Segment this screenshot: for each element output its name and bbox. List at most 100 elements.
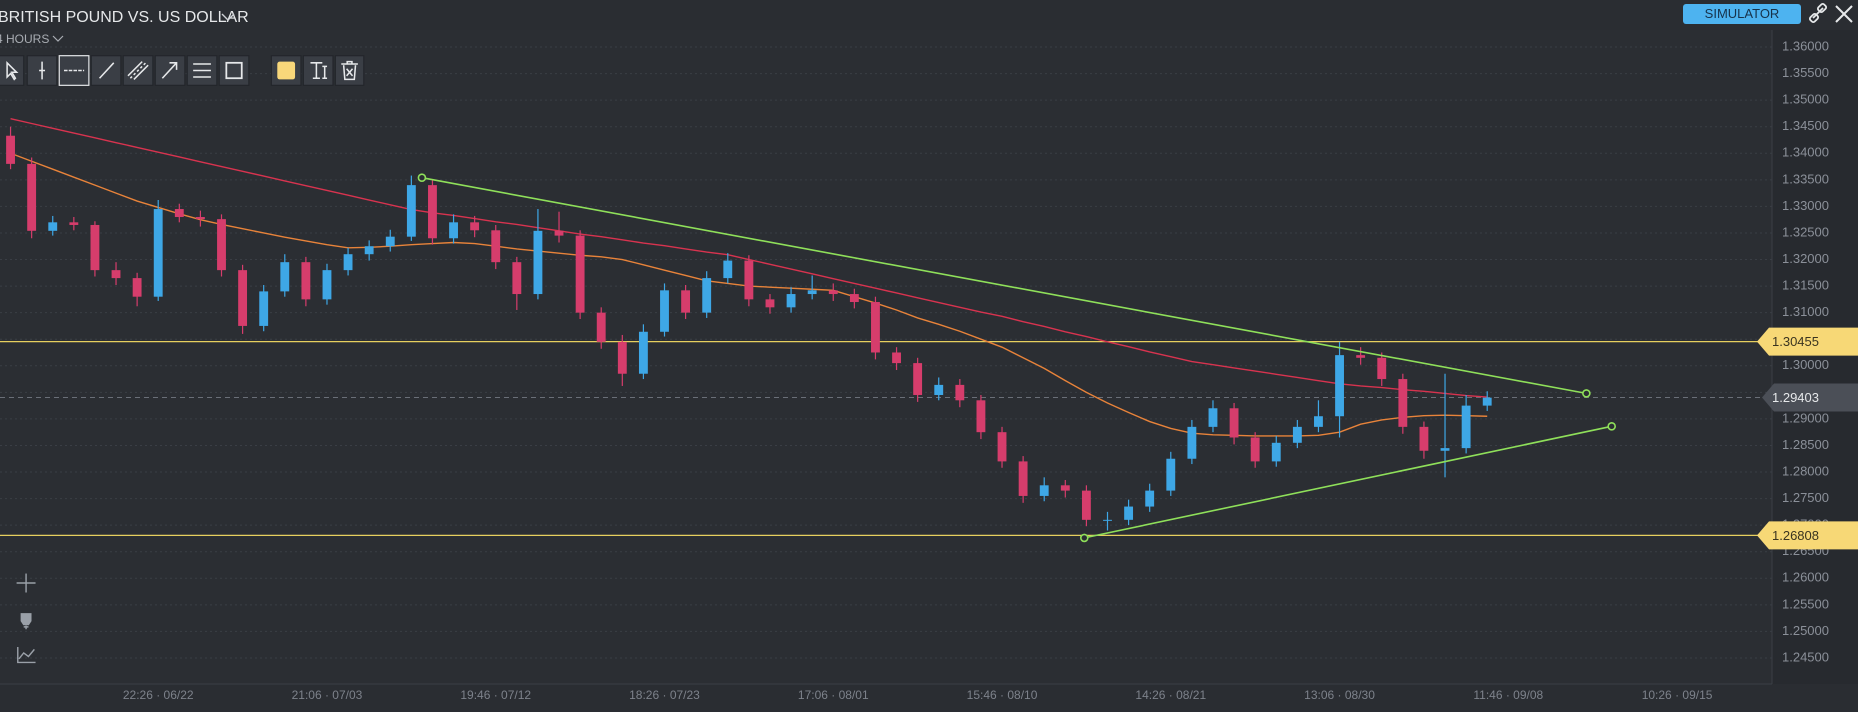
trend-line-tool[interactable] bbox=[90, 55, 122, 86]
candle-body bbox=[765, 299, 775, 308]
candle-body bbox=[364, 246, 374, 255]
candle-body bbox=[238, 270, 248, 326]
x-tick-label: 22:26 · 06/22 bbox=[123, 688, 194, 702]
channel-tool[interactable] bbox=[122, 55, 154, 86]
candle-body bbox=[259, 291, 269, 326]
pointer-tool[interactable] bbox=[0, 55, 25, 86]
candle-body bbox=[322, 270, 332, 300]
y-tick-label: 1.28000 bbox=[1782, 463, 1829, 478]
grid-layer bbox=[0, 46, 1772, 659]
candle-body bbox=[1060, 485, 1070, 491]
title-dropdown[interactable] bbox=[221, 13, 235, 21]
candle-body bbox=[27, 163, 37, 231]
candle-body bbox=[1166, 458, 1176, 491]
candle-body bbox=[871, 302, 880, 353]
trend-line-handle bbox=[417, 173, 427, 182]
x-tick-label: 17:06 · 08/01 bbox=[798, 688, 869, 702]
arrow-tool[interactable] bbox=[154, 55, 186, 86]
horizontal-line-tool[interactable] bbox=[58, 55, 90, 86]
candle-body bbox=[195, 217, 205, 220]
candle-body bbox=[1271, 442, 1281, 462]
candle-body bbox=[892, 352, 901, 364]
y-tick-label: 1.25500 bbox=[1782, 596, 1829, 611]
fibonacci-tool[interactable] bbox=[186, 55, 218, 86]
candle-body bbox=[48, 222, 58, 231]
x-tick-label: 13:06 · 08/30 bbox=[1304, 688, 1375, 702]
y-tick-label: 1.28500 bbox=[1782, 437, 1829, 452]
y-tick-label: 1.33000 bbox=[1782, 198, 1829, 213]
candle-body bbox=[997, 432, 1007, 462]
y-tick-label: 1.31500 bbox=[1782, 278, 1829, 293]
y-tick-label: 1.35000 bbox=[1782, 92, 1829, 107]
candle-body bbox=[280, 262, 290, 292]
price-tag bbox=[1762, 383, 1858, 412]
price-tag bbox=[1757, 327, 1858, 356]
candle-body bbox=[681, 290, 691, 313]
candle-body bbox=[849, 294, 859, 303]
x-tick-label: 11:46 · 09/08 bbox=[1473, 688, 1543, 702]
x-tick-label: 21:06 · 07/03 bbox=[292, 688, 363, 702]
trend-line bbox=[421, 176, 1587, 395]
candle-body bbox=[807, 290, 817, 295]
trend-line-handle bbox=[1607, 422, 1616, 431]
draw-tool[interactable] bbox=[20, 613, 32, 630]
link-icon[interactable] bbox=[1808, 2, 1828, 24]
y-tick-label: 1.34500 bbox=[1782, 118, 1829, 133]
rectangle-tool[interactable] bbox=[218, 55, 250, 86]
crosshair-tool[interactable] bbox=[16, 573, 36, 593]
simulator-button[interactable] bbox=[1683, 4, 1801, 24]
y-tick-label: 1.24500 bbox=[1782, 649, 1829, 664]
price-tag-label: 1.29403 bbox=[1772, 390, 1819, 405]
y-tick-label: 1.25000 bbox=[1782, 623, 1829, 638]
drawing-toolbar bbox=[0, 55, 365, 86]
candle-body bbox=[470, 222, 480, 231]
simulator-label[interactable]: SIMULATOR bbox=[1705, 6, 1780, 21]
y-tick-label: 1.34000 bbox=[1782, 145, 1829, 160]
price-tag-label: 1.30455 bbox=[1772, 334, 1819, 349]
candle-body bbox=[1377, 357, 1387, 380]
y-tick-label: 1.32500 bbox=[1782, 224, 1829, 239]
side-tools bbox=[16, 573, 36, 664]
candle-body bbox=[1145, 490, 1155, 507]
y-tick-label: 1.32000 bbox=[1782, 251, 1829, 266]
candle-body bbox=[660, 290, 669, 332]
candle-body bbox=[1018, 461, 1028, 496]
x-tick-label: 10:26 · 09/15 bbox=[1642, 688, 1713, 702]
candle-body bbox=[723, 260, 733, 279]
timeframe[interactable]: 4 HOURS bbox=[0, 32, 49, 46]
y-tick-label: 1.29000 bbox=[1782, 410, 1829, 425]
candle-body bbox=[491, 230, 501, 263]
candle-body bbox=[1482, 397, 1492, 406]
price-axis-area bbox=[1772, 30, 1858, 684]
candle-body bbox=[976, 400, 986, 433]
price-tag bbox=[1757, 521, 1858, 550]
y-tick-label: 1.35500 bbox=[1782, 65, 1829, 80]
candle-body bbox=[343, 254, 353, 271]
candle-body bbox=[1314, 416, 1323, 427]
label-layer: 1.245001.250001.255001.260001.265001.270… bbox=[123, 38, 1858, 702]
candle-body bbox=[1292, 426, 1302, 443]
indicators-tool[interactable] bbox=[17, 647, 36, 664]
delete-tool[interactable] bbox=[334, 55, 365, 86]
candle-body bbox=[111, 270, 121, 279]
timeframe-dropdown[interactable] bbox=[52, 35, 64, 42]
close-icon[interactable] bbox=[1835, 5, 1853, 23]
candle-body bbox=[153, 209, 163, 297]
candle-body bbox=[406, 185, 416, 237]
candle-body bbox=[1356, 355, 1366, 358]
candle-body bbox=[449, 222, 458, 239]
candle-body bbox=[934, 384, 944, 395]
candle-body bbox=[638, 331, 648, 374]
x-tick-label: 19:46 · 07/12 bbox=[460, 688, 531, 702]
candle-body bbox=[1124, 506, 1134, 520]
instrument-title[interactable]: BRITISH POUND VS. US DOLLAR bbox=[0, 9, 249, 26]
trend-line-handle bbox=[1079, 533, 1089, 543]
text-tool[interactable] bbox=[302, 55, 334, 86]
y-tick-label: 1.26000 bbox=[1782, 570, 1829, 585]
color-tool[interactable] bbox=[270, 55, 302, 86]
vertical-line-tool[interactable] bbox=[26, 55, 58, 86]
x-tick-label: 18:26 · 07/23 bbox=[629, 688, 700, 702]
y-tick-label: 1.31000 bbox=[1782, 304, 1829, 319]
